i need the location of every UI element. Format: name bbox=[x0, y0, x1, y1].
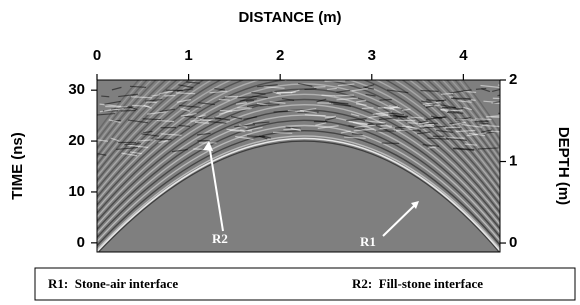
texture-stroke bbox=[304, 89, 316, 90]
legend-r2: R2: Fill-stone interface bbox=[352, 276, 483, 291]
texture-stroke bbox=[220, 110, 232, 111]
y2-tick-label: 1 bbox=[509, 152, 517, 169]
texture-stroke bbox=[368, 124, 386, 125]
texture-stroke bbox=[493, 98, 513, 99]
texture-stroke bbox=[146, 102, 157, 103]
texture-stroke bbox=[176, 93, 195, 94]
texture-stroke bbox=[448, 138, 465, 139]
figure: DISTANCE (m) TIME (ns) DEPTH (m) R2 R1 R… bbox=[0, 0, 580, 305]
texture-stroke bbox=[101, 96, 109, 97]
texture-stroke bbox=[379, 99, 391, 100]
r2-label: R2 bbox=[212, 231, 228, 246]
texture-stroke bbox=[390, 116, 408, 117]
texture-stroke bbox=[447, 112, 463, 113]
x-tick-label: 4 bbox=[459, 47, 468, 64]
r1-label: R1 bbox=[360, 234, 376, 249]
legend-r1: R1: Stone-air interface bbox=[48, 276, 178, 291]
texture-stroke bbox=[479, 123, 489, 124]
texture-stroke bbox=[190, 120, 210, 121]
y2-axis-title: DEPTH (m) bbox=[555, 127, 572, 205]
texture-stroke bbox=[380, 128, 396, 129]
texture-stroke bbox=[380, 126, 392, 127]
texture-stroke bbox=[394, 130, 413, 131]
texture-stroke bbox=[476, 89, 486, 90]
x-tick-label: 0 bbox=[93, 47, 101, 64]
y2-tick-label: 0 bbox=[509, 234, 517, 251]
texture-stroke bbox=[314, 87, 325, 88]
x-tick-label: 1 bbox=[184, 47, 192, 64]
texture-stroke bbox=[105, 107, 127, 108]
x-tick-label: 2 bbox=[276, 47, 284, 64]
x-tick-label: 3 bbox=[368, 47, 376, 64]
texture-stroke bbox=[219, 99, 230, 100]
y-axis-title: TIME (ns) bbox=[9, 132, 26, 200]
texture-stroke bbox=[164, 95, 175, 96]
y-tick-label: 0 bbox=[77, 234, 85, 251]
texture-stroke bbox=[246, 100, 254, 101]
x-axis-title: DISTANCE (m) bbox=[238, 9, 341, 26]
y-tick-label: 30 bbox=[68, 81, 85, 98]
y-tick-label: 10 bbox=[68, 183, 85, 200]
y-tick-label: 20 bbox=[68, 132, 85, 149]
y2-tick-label: 2 bbox=[509, 71, 517, 88]
texture-stroke bbox=[449, 109, 463, 110]
